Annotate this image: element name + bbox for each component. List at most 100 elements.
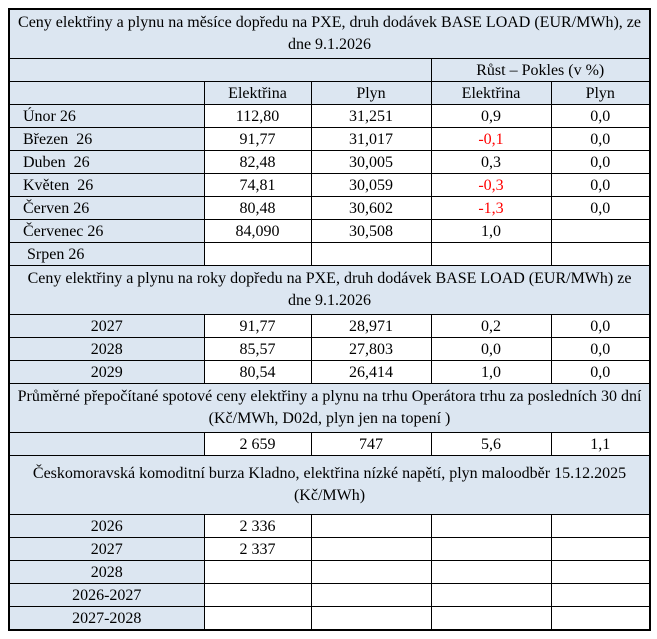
table-row-month: Duben 26 82,48 30,005 0,3 0,0: [8, 150, 651, 174]
row-label-cell: 2027: [8, 537, 205, 561]
kladno-title-row: Českomoravská komoditní burza Kladno, el…: [8, 455, 651, 515]
row-label-cell: Duben 26: [8, 150, 205, 174]
gas-change-cell: [550, 606, 651, 631]
electricity-price-cell: 80,48: [203, 196, 312, 220]
gas-change-cell: 0,0: [550, 150, 651, 174]
spot-title-row: Průměrné přepočítané spotové ceny elektř…: [8, 383, 651, 433]
row-label-cell: [8, 432, 205, 456]
row-label-cell: 2028: [8, 337, 205, 361]
kladno-section-title: Českomoravská komoditní burza Kladno, el…: [8, 455, 651, 515]
gas-price-cell: 27,803: [310, 337, 432, 361]
gas-change-cell: [550, 537, 651, 561]
monthly-section-title: Ceny elektřiny a plynu na měsíce dopředu…: [8, 8, 651, 59]
gas-price-cell: 28,971: [310, 314, 432, 338]
electricity-change-cell: -0,3: [430, 173, 552, 197]
gas-price-cell: 31,017: [310, 127, 432, 151]
electricity-price-cell: 2 659: [203, 432, 312, 456]
electricity-price-cell: [203, 583, 312, 607]
electricity-change-cell: 1,0: [430, 219, 552, 243]
electricity-change-cell: [430, 514, 552, 538]
row-label-cell: Březen 26: [8, 127, 205, 151]
electricity-price-cell: 91,77: [203, 314, 312, 338]
table-row-month: Srpen 26: [8, 242, 651, 266]
electricity-price-cell: 74,81: [203, 173, 312, 197]
gas-price-cell: 31,251: [310, 104, 432, 128]
column-header-electricity: Elektřina: [203, 81, 312, 105]
electricity-change-cell: 0,9: [430, 104, 552, 128]
row-label-cell: 2028: [8, 560, 205, 584]
row-label-cell: 2027: [8, 314, 205, 338]
row-label-cell: Srpen 26: [8, 242, 205, 266]
table-row-year: 2029 80,54 26,414 1,0 0,0: [8, 360, 651, 384]
monthly-title-row: Ceny elektřiny a plynu na měsíce dopředu…: [8, 8, 651, 59]
column-header-spacer: [8, 81, 205, 105]
gas-price-cell: [310, 560, 432, 584]
table-row-kladno: 2027-2028: [8, 606, 651, 631]
table-row-month: Červen 26 80,48 30,602 -1,3 0,0: [8, 196, 651, 220]
electricity-change-cell: [430, 583, 552, 607]
column-header-gas-pct: Plyn: [550, 81, 651, 105]
table-row-kladno: 2026 2 336: [8, 514, 651, 538]
growth-header: Růst – Pokles (v %): [430, 58, 651, 82]
table-row-month: Březen 26 91,77 31,017 -0,1 0,0: [8, 127, 651, 151]
column-header-row: Elektřina Plyn Elektřina Plyn: [8, 81, 651, 105]
energy-price-table: Ceny elektřiny a plynu na měsíce dopředu…: [8, 8, 652, 631]
gas-change-cell: 0,0: [550, 196, 651, 220]
electricity-change-cell: -1,3: [430, 196, 552, 220]
table-row-kladno: 2027 2 337: [8, 537, 651, 561]
gas-change-cell: 0,0: [550, 360, 651, 384]
table-row-month: Květen 26 74,81 30,059 -0,3 0,0: [8, 173, 651, 197]
gas-change-cell: 0,0: [550, 173, 651, 197]
electricity-price-cell: 82,48: [203, 150, 312, 174]
gas-change-cell: [550, 514, 651, 538]
electricity-change-cell: -0,1: [430, 127, 552, 151]
gas-price-cell: [310, 583, 432, 607]
yearly-title-row: Ceny elektřiny a plynu na roky dopředu n…: [8, 265, 651, 315]
gas-change-cell: [550, 219, 651, 243]
gas-price-cell: 747: [310, 432, 432, 456]
electricity-price-cell: [203, 242, 312, 266]
growth-header-row: Růst – Pokles (v %): [8, 58, 651, 82]
table-row-year: 2028 85,57 27,803 0,0 0,0: [8, 337, 651, 361]
electricity-price-cell: 2 336: [203, 514, 312, 538]
column-header-gas: Plyn: [310, 81, 432, 105]
electricity-price-cell: [203, 606, 312, 631]
electricity-price-cell: 84,090: [203, 219, 312, 243]
electricity-price-cell: 80,54: [203, 360, 312, 384]
table-row-kladno: 2028: [8, 560, 651, 584]
yearly-section-title: Ceny elektřiny a plynu na roky dopředu n…: [8, 265, 651, 315]
electricity-change-cell: [430, 537, 552, 561]
column-header-electricity-pct: Elektřina: [430, 81, 552, 105]
electricity-change-cell: [430, 606, 552, 631]
row-label-cell: 2027-2028: [8, 606, 205, 631]
electricity-price-cell: 91,77: [203, 127, 312, 151]
table-row-year: 2027 91,77 28,971 0,2 0,0: [8, 314, 651, 338]
row-label-cell: Únor 26: [8, 104, 205, 128]
growth-header-spacer: [8, 58, 432, 82]
gas-price-cell: 26,414: [310, 360, 432, 384]
gas-price-cell: [310, 537, 432, 561]
gas-change-cell: 0,0: [550, 104, 651, 128]
row-label-cell: Květen 26: [8, 173, 205, 197]
electricity-change-cell: 5,6: [430, 432, 552, 456]
electricity-change-cell: 1,0: [430, 360, 552, 384]
table-row-spot: 2 659 747 5,6 1,1: [8, 432, 651, 456]
gas-change-cell: 0,0: [550, 337, 651, 361]
gas-change-cell: 0,0: [550, 314, 651, 338]
electricity-change-cell: 0,3: [430, 150, 552, 174]
gas-change-cell: 0,0: [550, 127, 651, 151]
table-row-month: Únor 26 112,80 31,251 0,9 0,0: [8, 104, 651, 128]
table-row-kladno: 2026-2027: [8, 583, 651, 607]
gas-change-cell: 1,1: [550, 432, 651, 456]
row-label-cell: 2029: [8, 360, 205, 384]
electricity-change-cell: [430, 560, 552, 584]
electricity-price-cell: [203, 560, 312, 584]
electricity-change-cell: 0,2: [430, 314, 552, 338]
electricity-price-cell: 2 337: [203, 537, 312, 561]
gas-change-cell: [550, 560, 651, 584]
gas-price-cell: 30,059: [310, 173, 432, 197]
row-label-cell: 2026-2027: [8, 583, 205, 607]
electricity-change-cell: [430, 242, 552, 266]
table-row-month: Červenec 26 84,090 30,508 1,0: [8, 219, 651, 243]
